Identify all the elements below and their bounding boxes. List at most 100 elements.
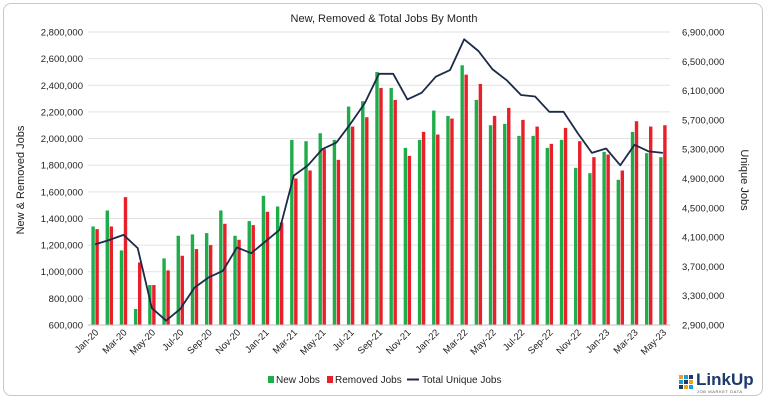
bar-removed-jobs — [279, 222, 284, 325]
bar-new-jobs — [602, 151, 606, 325]
y-tick-label: 2,000,000 — [41, 134, 83, 145]
bar-new-jobs — [190, 234, 195, 325]
bar-removed-jobs — [578, 141, 582, 325]
x-tick-label: May-20 — [128, 327, 158, 357]
y-tick-label: 2,800,000 — [41, 28, 83, 39]
y-tick-label: 2,200,000 — [41, 107, 83, 118]
y-tick-label: 600,000 — [49, 321, 83, 332]
bar-new-jobs — [588, 173, 592, 325]
bar-removed-jobs — [606, 154, 610, 325]
y-tick-label: 1,400,000 — [41, 214, 83, 225]
bar-removed-jobs — [251, 225, 255, 325]
bar-removed-jobs — [166, 270, 170, 325]
bar-new-jobs — [460, 65, 464, 325]
y2-tick-label: 2,900,000 — [682, 321, 724, 332]
legend-label: Removed Jobs — [335, 375, 402, 386]
bar-new-jobs — [446, 115, 450, 326]
legend: New Jobs Removed Jobs Total Unique Jobs — [268, 375, 502, 386]
bar-new-jobs — [432, 110, 436, 325]
bar-removed-jobs — [492, 115, 497, 326]
x-tick-label: May-22 — [468, 327, 498, 357]
bar-removed-jobs — [421, 131, 426, 325]
x-tick-label: Sep-22 — [526, 327, 555, 356]
bar-new-jobs — [318, 133, 322, 325]
bar-new-jobs — [375, 71, 379, 325]
logo-text: LinkUp — [696, 370, 754, 389]
bar-new-jobs — [488, 125, 493, 326]
x-tick-label: Mar-21 — [271, 327, 300, 356]
bar-new-jobs — [219, 210, 223, 325]
bar-new-jobs — [517, 135, 521, 325]
y2-axis-label: Unique Jobs — [738, 149, 750, 211]
bar-removed-jobs — [223, 223, 227, 325]
bar-new-jobs — [417, 139, 422, 325]
y-tick-label: 1,600,000 — [41, 187, 83, 198]
bar-new-jobs — [91, 226, 95, 325]
y2-tick-label: 3,700,000 — [682, 262, 724, 273]
bar-new-jobs — [389, 87, 393, 325]
bar-removed-jobs — [507, 107, 511, 325]
bar-removed-jobs — [634, 121, 639, 326]
bar-removed-jobs — [450, 118, 454, 326]
gridlines — [88, 31, 670, 326]
bar-removed-jobs — [294, 178, 298, 325]
y2-tick-label: 3,300,000 — [682, 291, 724, 302]
series-line-total-unique-jobs — [94, 38, 663, 322]
x-tick-label: Mar-23 — [612, 327, 641, 356]
bar-new-jobs — [659, 157, 663, 325]
bar-removed-jobs — [265, 211, 270, 325]
bar-new-jobs — [630, 131, 635, 325]
y2-tick-label: 6,500,000 — [682, 57, 724, 68]
bar-new-jobs — [162, 258, 166, 325]
y2-tick-label: 4,100,000 — [682, 233, 724, 244]
bar-removed-jobs — [350, 126, 355, 326]
bar-new-jobs — [176, 235, 180, 325]
bar-new-jobs — [290, 139, 294, 325]
bar-removed-jobs — [123, 197, 128, 325]
x-tick-label: May-21 — [298, 327, 328, 357]
bar-removed-jobs — [436, 134, 440, 325]
bar-removed-jobs — [137, 262, 142, 325]
x-tick-label: Jan-21 — [243, 327, 271, 355]
bar-new-jobs — [503, 123, 507, 326]
bar-removed-jobs — [407, 155, 412, 325]
x-tick-label: Nov-22 — [554, 327, 583, 356]
x-tick-label: Mar-20 — [101, 327, 130, 356]
bar-new-jobs — [233, 235, 237, 325]
x-tick-label: Nov-21 — [384, 327, 413, 356]
bar-removed-jobs — [649, 126, 653, 326]
bar-new-jobs — [133, 309, 138, 325]
x-tick-label: Mar-22 — [441, 327, 470, 356]
bar-new-jobs — [531, 135, 535, 325]
bar-removed-jobs — [663, 125, 667, 326]
x-tick-label: Nov-20 — [214, 327, 243, 356]
bar-new-jobs — [645, 153, 649, 325]
x-tick-label: Jul-21 — [331, 327, 357, 353]
bar-removed-jobs — [180, 255, 184, 325]
bar-removed-jobs — [95, 229, 99, 325]
bar-removed-jobs — [535, 126, 539, 326]
x-tick-label: Jan-20 — [73, 327, 101, 355]
x-tick-label: Jul-20 — [160, 327, 186, 353]
y2-tick-label: 5,300,000 — [682, 145, 724, 156]
bar-new-jobs — [361, 101, 365, 325]
y-tick-label: 1,200,000 — [41, 241, 83, 252]
y-tick-label: 2,600,000 — [41, 54, 83, 65]
y-tick-label: 2,400,000 — [41, 81, 83, 92]
y2-tick-label: 5,700,000 — [682, 115, 724, 126]
y-axis-label: New & Removed Jobs — [15, 125, 27, 234]
bar-new-jobs — [559, 139, 564, 325]
bar-removed-jobs — [592, 157, 596, 325]
bar-removed-jobs — [336, 159, 341, 325]
bar-new-jobs — [247, 221, 251, 325]
linkup-logo: LinkUp JOB MARKET DATA — [678, 370, 762, 394]
bar-removed-jobs — [109, 226, 113, 325]
bar-removed-jobs — [478, 83, 483, 325]
x-tick-label: Sep-21 — [356, 327, 385, 356]
bar-removed-jobs — [464, 74, 468, 325]
bar-removed-jobs — [308, 170, 312, 325]
unique-jobs-line — [94, 38, 663, 322]
bar-new-jobs — [332, 139, 337, 325]
legend-label: Total Unique Jobs — [422, 375, 502, 386]
